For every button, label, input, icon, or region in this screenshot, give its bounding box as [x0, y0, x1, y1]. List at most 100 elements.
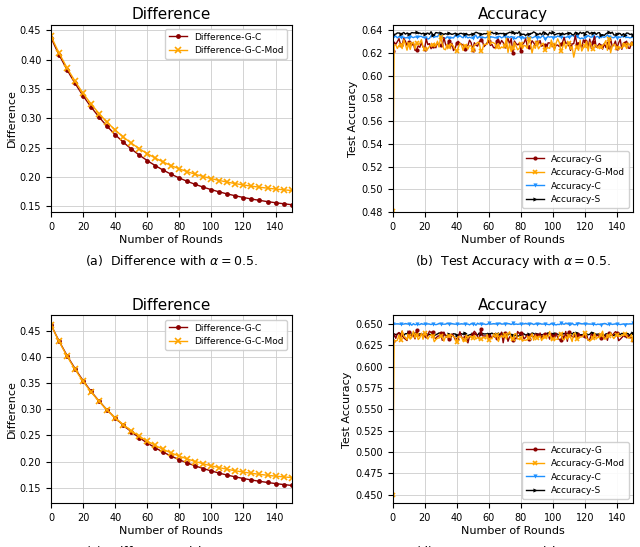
Difference-G-C-Mod	[283, 474, 291, 480]
Accuracy-C	[560, 31, 568, 38]
Difference-G-C-Mod	[216, 464, 223, 471]
Difference-G-C-Mod	[216, 177, 223, 184]
Accuracy-S	[472, 322, 480, 329]
Accuracy-C	[629, 31, 637, 38]
Accuracy-S	[543, 321, 550, 327]
Line: Accuracy-S: Accuracy-S	[390, 321, 635, 327]
Accuracy-G	[629, 39, 637, 46]
Accuracy-C	[476, 330, 483, 336]
Accuracy-G	[538, 335, 545, 342]
Difference-G-C-Mod	[164, 449, 172, 455]
Accuracy-G-Mod	[476, 336, 483, 342]
Accuracy-C	[544, 32, 552, 38]
Accuracy-G-Mod	[559, 336, 566, 342]
Accuracy-S	[575, 319, 582, 326]
Accuracy-G-Mod	[536, 333, 544, 339]
Difference-G-C	[132, 149, 140, 156]
Accuracy-G-Mod	[474, 39, 481, 46]
Difference-G-C-Mod	[164, 161, 172, 167]
Difference-G-C-Mod	[47, 322, 55, 328]
Accuracy-G	[544, 332, 552, 339]
Accuracy-G-Mod	[508, 335, 515, 342]
Difference-G-C-Mod	[193, 459, 201, 465]
Accuracy-C	[506, 29, 513, 36]
Difference-G-C-Mod	[200, 461, 207, 467]
Accuracy-C	[629, 330, 637, 336]
Text: (d)  Test Accuracy with $\alpha=0.3$.: (d) Test Accuracy with $\alpha=0.3$.	[415, 544, 611, 547]
Accuracy-G-Mod	[508, 48, 515, 55]
Accuracy-G-Mod	[543, 333, 550, 340]
Accuracy-S	[435, 31, 443, 38]
Legend: Accuracy-G, Accuracy-G-Mod, Accuracy-C, Accuracy-S: Accuracy-G, Accuracy-G-Mod, Accuracy-C, …	[522, 151, 628, 208]
Accuracy-G	[388, 48, 396, 54]
Difference-G-C-Mod	[200, 173, 207, 180]
Difference-G-C-Mod	[132, 143, 140, 150]
Difference-G-C	[283, 201, 291, 207]
Accuracy-G-Mod	[629, 40, 637, 47]
Accuracy-S	[544, 33, 552, 40]
Accuracy-G-Mod	[626, 42, 634, 48]
Accuracy-S	[560, 34, 568, 40]
Line: Difference-G-C: Difference-G-C	[49, 322, 294, 488]
Line: Difference-G-C-Mod: Difference-G-C-Mod	[48, 322, 294, 480]
Difference-G-C	[288, 482, 296, 488]
Title: Accuracy: Accuracy	[478, 298, 548, 313]
Line: Accuracy-G-Mod: Accuracy-G-Mod	[390, 31, 636, 213]
Accuracy-C	[474, 30, 481, 36]
Accuracy-C	[628, 31, 636, 37]
Title: Difference: Difference	[132, 7, 211, 22]
Difference-G-C-Mod	[283, 187, 291, 194]
Line: Accuracy-G: Accuracy-G	[390, 327, 635, 345]
Difference-G-C	[193, 463, 201, 470]
Title: Difference: Difference	[132, 298, 211, 313]
Accuracy-G	[572, 32, 579, 39]
Line: Difference-G-C-Mod: Difference-G-C-Mod	[48, 33, 294, 193]
X-axis label: Number of Rounds: Number of Rounds	[461, 526, 564, 536]
Difference-G-C	[200, 184, 207, 190]
Accuracy-S	[628, 321, 636, 327]
Text: (b)  Test Accuracy with $\alpha=0.5$.: (b) Test Accuracy with $\alpha=0.5$.	[415, 253, 611, 270]
Accuracy-S	[388, 321, 396, 327]
Y-axis label: Difference: Difference	[7, 380, 17, 438]
Accuracy-G-Mod	[388, 208, 396, 214]
Difference-G-C	[283, 482, 291, 488]
Difference-G-C	[200, 465, 207, 472]
Line: Difference-G-C: Difference-G-C	[49, 36, 294, 207]
Text: (a)  Difference with $\alpha=0.5$.: (a) Difference with $\alpha=0.5$.	[85, 253, 258, 268]
Accuracy-G-Mod	[629, 336, 637, 343]
Line: Accuracy-C: Accuracy-C	[390, 30, 635, 38]
Accuracy-C	[538, 331, 545, 337]
Legend: Difference-G-C, Difference-G-C-Mod: Difference-G-C, Difference-G-C-Mod	[165, 320, 287, 350]
Accuracy-G-Mod	[559, 44, 566, 51]
Accuracy-S	[628, 34, 636, 40]
Accuracy-G	[628, 39, 636, 45]
Difference-G-C	[47, 322, 55, 328]
Accuracy-S	[536, 320, 544, 327]
X-axis label: Number of Rounds: Number of Rounds	[461, 235, 564, 245]
Accuracy-C	[514, 333, 522, 340]
Legend: Accuracy-G, Accuracy-G-Mod, Accuracy-C, Accuracy-S: Accuracy-G, Accuracy-G-Mod, Accuracy-C, …	[522, 442, 628, 499]
Difference-G-C	[164, 451, 172, 458]
Accuracy-G-Mod	[543, 44, 550, 50]
X-axis label: Number of Rounds: Number of Rounds	[120, 235, 223, 245]
Accuracy-S	[508, 33, 515, 40]
Line: Accuracy-C: Accuracy-C	[390, 330, 635, 339]
Accuracy-C	[515, 28, 523, 35]
Accuracy-G	[506, 40, 513, 47]
Text: (c)  Difference with $\alpha=0.3$.: (c) Difference with $\alpha=0.3$.	[85, 544, 257, 547]
Accuracy-S	[629, 320, 637, 327]
Accuracy-G	[536, 37, 544, 44]
Accuracy-C	[560, 330, 568, 337]
Difference-G-C	[288, 201, 296, 208]
Accuracy-G-Mod	[398, 328, 406, 334]
Difference-G-C	[216, 189, 223, 195]
Accuracy-G	[560, 336, 568, 342]
Accuracy-G-Mod	[485, 30, 493, 36]
Accuracy-C	[404, 329, 412, 336]
Accuracy-S	[508, 321, 515, 328]
Accuracy-G	[628, 334, 636, 341]
X-axis label: Number of Rounds: Number of Rounds	[120, 526, 223, 536]
Difference-G-C-Mod	[288, 187, 296, 194]
Legend: Difference-G-C, Difference-G-C-Mod: Difference-G-C, Difference-G-C-Mod	[165, 29, 287, 59]
Accuracy-C	[388, 32, 396, 38]
